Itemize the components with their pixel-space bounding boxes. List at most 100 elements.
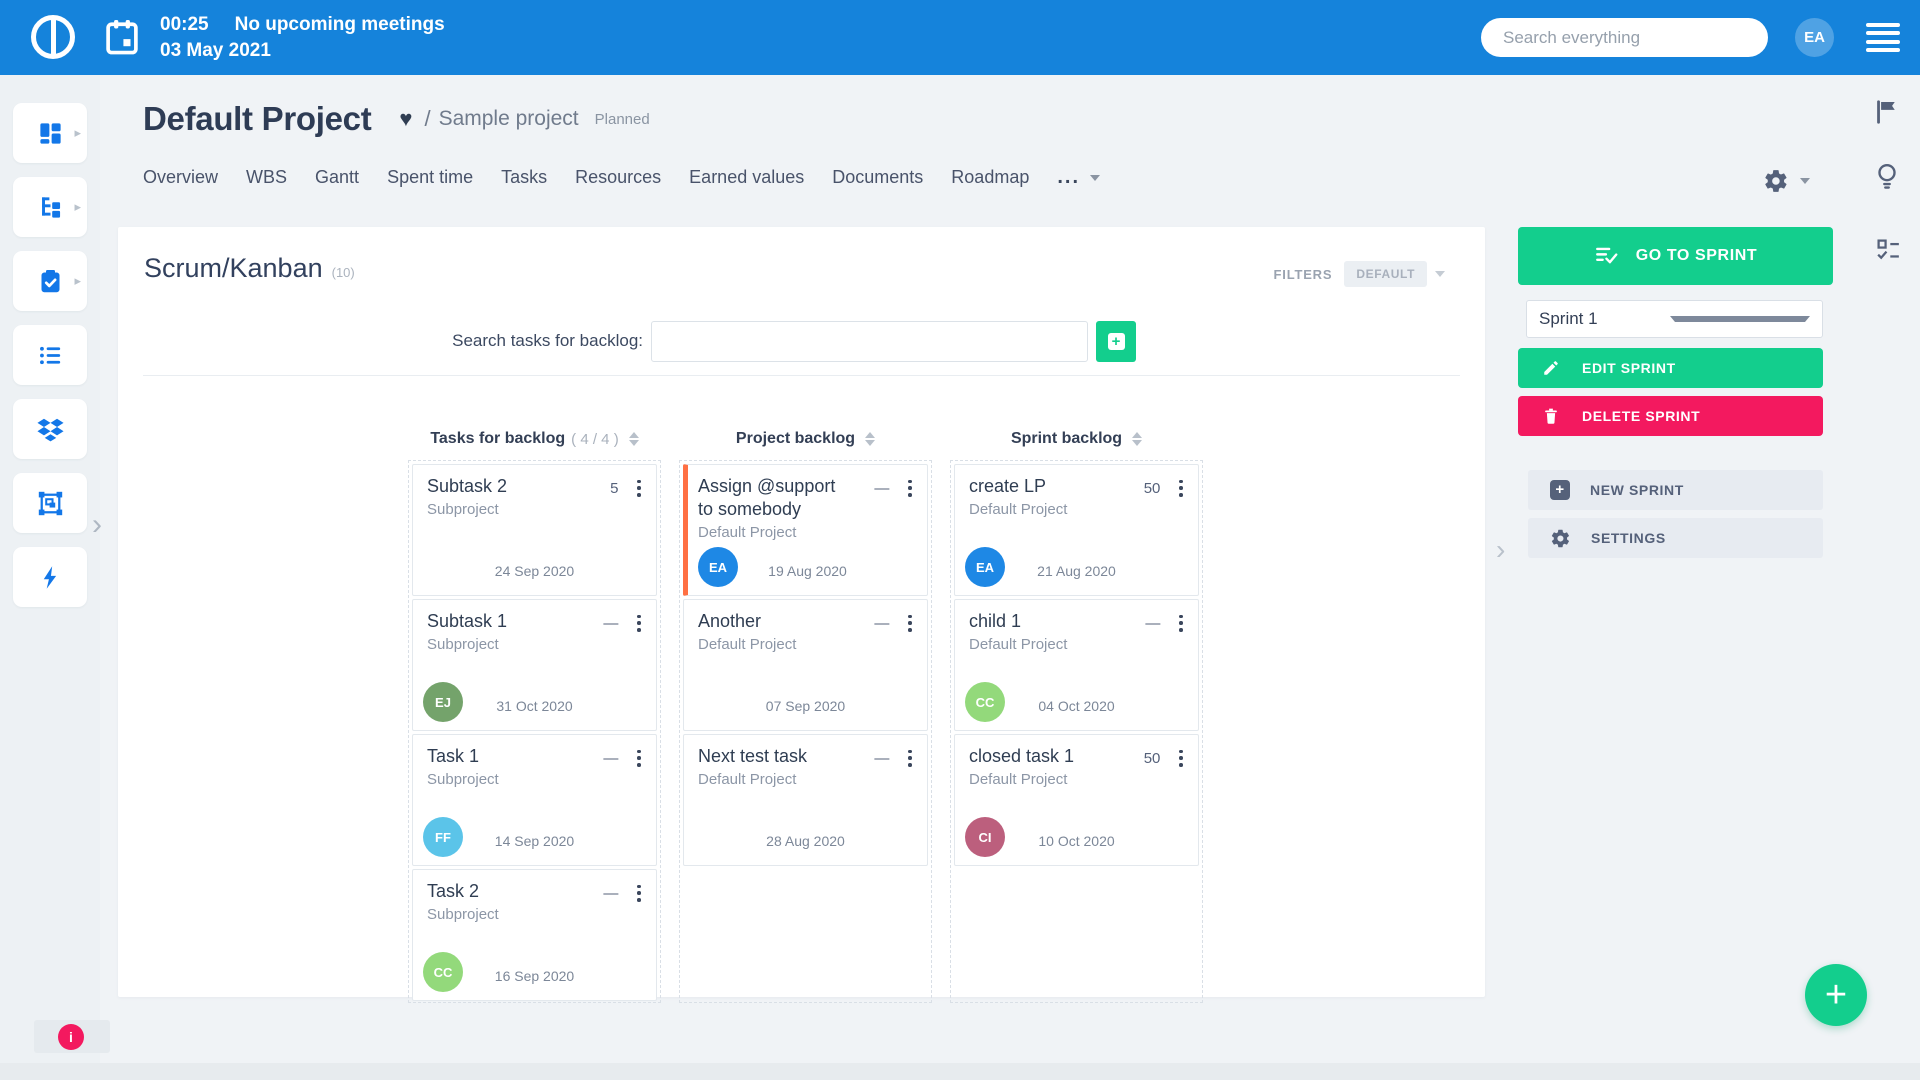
sidebar-item-dropbox[interactable] — [13, 399, 87, 459]
assignee-avatar[interactable]: EA — [965, 547, 1005, 587]
task-title[interactable]: Next test task — [698, 746, 808, 766]
tab-earned-values[interactable]: Earned values — [689, 167, 805, 187]
task-title[interactable]: child 1 — [969, 611, 1022, 631]
tab-overview[interactable]: Overview — [143, 167, 219, 187]
add-new-fab-button[interactable]: + — [1805, 964, 1867, 1026]
go-to-sprint-button[interactable]: GO TO SPRINT — [1518, 227, 1833, 285]
column-title: Sprint backlog — [1010, 430, 1123, 447]
breadcrumb-parent-project[interactable]: Sample project — [438, 107, 579, 130]
tab-documents[interactable]: Documents — [832, 167, 924, 187]
assignee-avatar[interactable]: FF — [423, 817, 463, 857]
flag-icon[interactable] — [1872, 98, 1900, 126]
task-title[interactable]: Subtask 1 — [427, 611, 508, 631]
tab-gantt[interactable]: Gantt — [315, 167, 360, 187]
menu-icon[interactable] — [1866, 23, 1900, 52]
kebab-menu-icon[interactable] — [634, 747, 644, 769]
task-card[interactable]: Another — Default Project 07 Sep 2020 — [683, 599, 928, 731]
checklist-icon[interactable] — [1875, 237, 1902, 264]
tab-wbs[interactable]: WBS — [246, 167, 288, 187]
backlog-search-input[interactable] — [651, 321, 1088, 362]
user-avatar[interactable]: EA — [1795, 18, 1834, 57]
task-card[interactable]: Subtask 2 5 Subproject 24 Sep 2020 — [412, 464, 657, 596]
sidebar-item-dashboards[interactable]: ▸ — [13, 103, 87, 163]
tab-spent-time[interactable]: Spent time — [387, 167, 474, 187]
sprint-select[interactable]: Sprint 1 — [1526, 300, 1823, 338]
kebab-menu-icon[interactable] — [634, 477, 644, 499]
kebab-menu-icon[interactable] — [905, 477, 915, 499]
assignee-avatar[interactable]: CI — [965, 817, 1005, 857]
task-card[interactable]: Task 2 — Subproject CC 16 Sep 2020 — [412, 869, 657, 1001]
kanban-column: Assign @support to somebody — Default Proj… — [679, 460, 932, 1003]
task-card[interactable]: Subtask 1 — Subproject EJ 31 Oct 2020 — [412, 599, 657, 731]
sidebar-item-tasks[interactable]: ▸ — [13, 251, 87, 311]
global-search-input[interactable] — [1481, 18, 1768, 57]
task-due-date: 14 Sep 2020 — [494, 833, 575, 849]
task-priority: — — [874, 749, 890, 767]
delete-sprint-button[interactable]: DELETE SPRINT — [1518, 396, 1823, 436]
assignee-avatar[interactable]: EJ — [423, 682, 463, 722]
task-priority: 5 — [610, 479, 619, 497]
sort-icon[interactable] — [1132, 432, 1143, 446]
task-title[interactable]: Another — [698, 611, 762, 631]
new-sprint-button[interactable]: + NEW SPRINT — [1528, 470, 1823, 510]
clipboard-check-icon — [37, 268, 64, 295]
sprint-settings-button[interactable]: SETTINGS — [1528, 518, 1823, 558]
sidebar-item-quick-actions[interactable] — [13, 547, 87, 607]
sidebar-expand-chevron-icon[interactable]: › — [92, 508, 102, 541]
sidebar-item-list[interactable] — [13, 325, 87, 385]
task-title[interactable]: create LP — [969, 476, 1047, 496]
task-card[interactable]: Assign @support to somebody — Default Proj… — [683, 464, 928, 596]
info-icon[interactable]: i — [58, 1024, 84, 1050]
global-search — [1481, 18, 1768, 57]
tab-more[interactable]: ... — [1057, 166, 1081, 188]
tabs-more-caret-icon[interactable] — [1090, 174, 1101, 181]
breadcrumb-separator: / — [424, 106, 431, 131]
add-backlog-button[interactable]: + — [1096, 321, 1136, 362]
favorite-heart-icon[interactable]: ♥ — [399, 106, 413, 131]
sidebar-item-project-tree[interactable]: ▸ — [13, 177, 87, 237]
assignee-avatar[interactable]: CC — [423, 952, 463, 992]
task-project: Default Project — [698, 771, 797, 788]
kebab-menu-icon[interactable] — [1176, 477, 1186, 499]
kebab-menu-icon[interactable] — [634, 882, 644, 904]
task-due-date: 28 Aug 2020 — [766, 833, 845, 849]
task-project: Default Project — [969, 636, 1068, 653]
task-title[interactable]: Task 2 — [427, 881, 480, 901]
lightbulb-icon[interactable] — [1872, 160, 1902, 194]
task-title[interactable]: Subtask 2 — [427, 476, 508, 496]
task-title[interactable]: Assign @support to somebody — [698, 476, 836, 519]
tab-roadmap[interactable]: Roadmap — [951, 167, 1030, 187]
sidebar-item-modules[interactable] — [13, 473, 87, 533]
calendar-icon[interactable] — [105, 18, 139, 56]
tab-resources[interactable]: Resources — [575, 167, 662, 187]
task-title[interactable]: Task 1 — [427, 746, 480, 766]
task-card[interactable]: Task 1 — Subproject FF 14 Sep 2020 — [412, 734, 657, 866]
meeting-widget[interactable]: 00:25 No upcoming meetings 03 May 2021 — [160, 12, 445, 64]
edit-sprint-button[interactable]: EDIT SPRINT — [1518, 348, 1823, 388]
task-title[interactable]: closed task 1 — [969, 746, 1075, 766]
filters-caret-icon[interactable] — [1435, 271, 1445, 277]
task-card[interactable]: Next test task — Default Project 28 Aug 202… — [683, 734, 928, 866]
sprint-panel-chevron-icon[interactable]: › — [1496, 534, 1506, 565]
kebab-menu-icon[interactable] — [634, 612, 644, 634]
gear-icon[interactable] — [1763, 168, 1789, 194]
task-card[interactable]: create LP 50 Default Project EA 21 Aug 2020 — [954, 464, 1199, 596]
task-project: Default Project — [698, 524, 797, 541]
app-logo-icon[interactable] — [31, 15, 75, 59]
kebab-menu-icon[interactable] — [905, 612, 915, 634]
task-card[interactable]: closed task 1 50 Default Project CI 10 Oct 2… — [954, 734, 1199, 866]
sort-icon[interactable] — [865, 432, 876, 446]
assignee-avatar[interactable]: CC — [965, 682, 1005, 722]
sort-icon[interactable] — [628, 432, 639, 446]
filters-default-dropdown[interactable]: DEFAULT — [1344, 261, 1427, 287]
kebab-menu-icon[interactable] — [1176, 612, 1186, 634]
kebab-menu-icon[interactable] — [1176, 747, 1186, 769]
task-card[interactable]: child 1 — Default Project CC 04 Oct 2020 — [954, 599, 1199, 731]
scrollbar-track[interactable] — [0, 1063, 1920, 1080]
kebab-menu-icon[interactable] — [905, 747, 915, 769]
gear-dropdown-caret-icon[interactable] — [1800, 178, 1810, 184]
tab-tasks[interactable]: Tasks — [501, 167, 548, 187]
task-due-date: 04 Oct 2020 — [1038, 698, 1115, 714]
assignee-avatar[interactable]: EA — [698, 547, 738, 587]
task-priority: — — [603, 749, 619, 767]
